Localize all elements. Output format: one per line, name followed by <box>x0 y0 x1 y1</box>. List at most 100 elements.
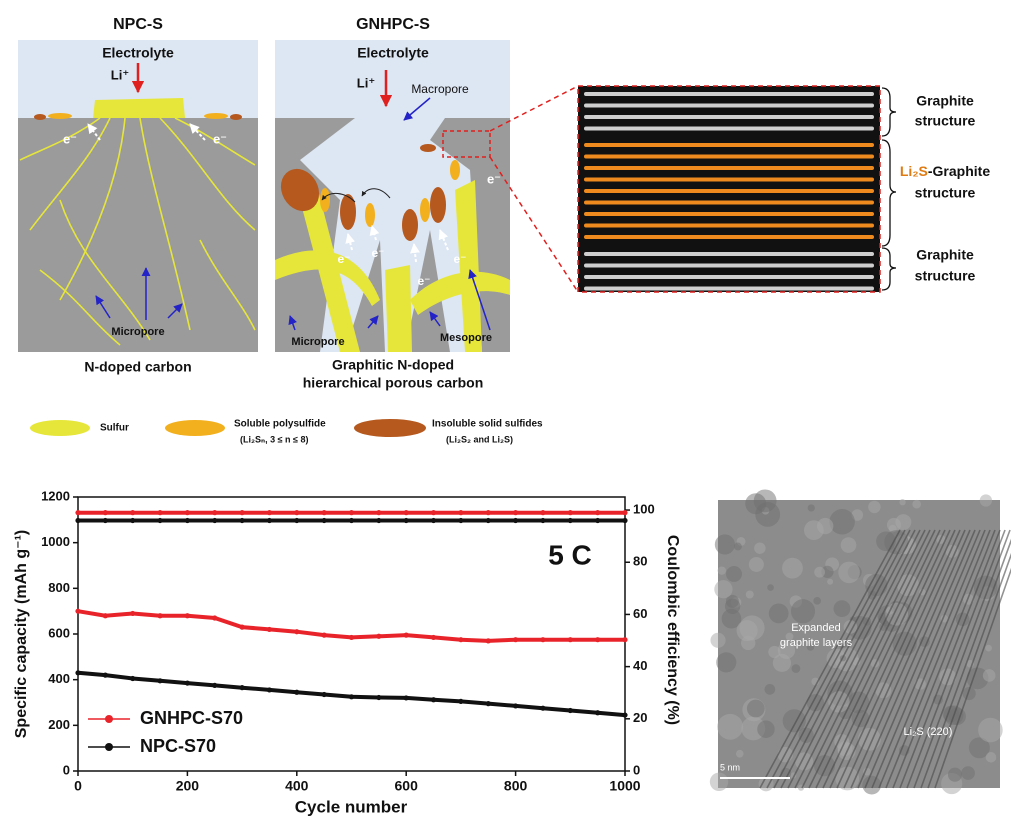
grain <box>754 542 766 554</box>
data-point <box>185 518 190 523</box>
grain <box>746 590 754 598</box>
data-point <box>322 518 327 523</box>
tem-annotation: Expanded <box>791 622 841 634</box>
grain <box>983 669 996 682</box>
y-tick-label: 1000 <box>41 534 70 549</box>
x-tick-label: 800 <box>504 778 528 794</box>
grain <box>747 700 765 718</box>
zoom-label-rest: -Graphite <box>928 163 990 179</box>
solid-sulfide <box>34 114 46 120</box>
grain <box>765 684 776 695</box>
data-point <box>486 510 491 515</box>
zoom-label: structure <box>915 185 976 201</box>
pore-label: Micropore <box>111 326 164 338</box>
zoom-label: Li₂S-Graphite <box>900 163 990 179</box>
layer <box>584 178 874 182</box>
grain <box>745 493 766 514</box>
data-point <box>540 706 545 711</box>
layer <box>584 104 874 108</box>
panel-caption: hierarchical porous carbon <box>303 375 484 391</box>
swatch <box>165 420 225 436</box>
data-point <box>458 637 463 642</box>
data-point <box>75 518 80 523</box>
data-point <box>404 633 409 638</box>
grain <box>912 500 921 509</box>
plot-frame <box>78 497 625 771</box>
data-point <box>75 510 80 515</box>
data-point <box>130 510 135 515</box>
data-point <box>513 510 518 515</box>
ion-label: Li⁺ <box>357 75 375 90</box>
legend-note: (Li₂S₂ and Li₂S) <box>446 434 513 444</box>
grain <box>978 718 1003 743</box>
data-point <box>130 611 135 616</box>
annotation: 5 C <box>548 539 592 570</box>
data-point <box>185 680 190 685</box>
grain <box>986 752 997 763</box>
grain <box>791 599 815 623</box>
data-point <box>622 637 627 642</box>
polysulfide <box>48 113 72 119</box>
grain <box>838 562 860 584</box>
data-point <box>75 670 80 675</box>
data-point <box>240 685 245 690</box>
grain <box>757 721 774 738</box>
data-point <box>294 510 299 515</box>
data-point <box>513 703 518 708</box>
layer <box>584 155 874 159</box>
data-point <box>294 629 299 634</box>
layer <box>584 143 874 147</box>
grain <box>827 579 833 585</box>
grain <box>829 509 854 534</box>
tem-annotation: Li₂S (220) <box>904 726 953 738</box>
zoom-panel: Graphite structure Li₂S-Graphite structu… <box>490 86 990 292</box>
npc-panel: NPC-S Electrolyte Li⁺ e⁻ e⁻ Micropore N-… <box>18 16 258 374</box>
data-point <box>130 676 135 681</box>
sulfur <box>93 98 185 118</box>
layer <box>584 212 874 216</box>
grain <box>710 773 728 791</box>
data-point <box>376 634 381 639</box>
y-axis-label: Specific capacity (mAh g⁻¹) <box>13 530 30 739</box>
data-point <box>431 697 436 702</box>
legend-label: Soluble polysulfide <box>234 419 326 430</box>
data-point <box>349 510 354 515</box>
x-axis-label: Cycle number <box>295 797 408 816</box>
grain <box>769 603 789 623</box>
data-point <box>540 518 545 523</box>
data-point <box>322 633 327 638</box>
tem-image: Expanded graphite layers Li₂S (220) 5 nm <box>710 489 1011 794</box>
ion-label: Li⁺ <box>111 67 129 82</box>
layer <box>584 201 874 205</box>
x-tick-label: 200 <box>176 778 200 794</box>
grain <box>737 620 758 641</box>
grain <box>782 558 803 579</box>
electron-label: e⁻ <box>371 246 384 260</box>
layer <box>584 252 874 256</box>
swatch <box>354 419 426 437</box>
x-tick-label: 400 <box>285 778 309 794</box>
data-point <box>240 510 245 515</box>
layer <box>584 115 874 119</box>
data-point <box>103 518 108 523</box>
grain <box>813 597 821 605</box>
panel-caption: Graphitic N-doped <box>332 357 454 373</box>
data-point <box>540 637 545 642</box>
data-point <box>349 635 354 640</box>
legend-marker <box>105 715 113 723</box>
grain <box>899 499 905 505</box>
data-point <box>212 615 217 620</box>
layer <box>584 275 874 279</box>
data-point <box>595 710 600 715</box>
data-point <box>568 708 573 713</box>
data-point <box>103 613 108 618</box>
grain <box>961 766 975 780</box>
data-point <box>212 518 217 523</box>
page: { "diagram": { "npc": {"title": "NPC-S",… <box>0 0 1011 818</box>
layer <box>584 264 874 268</box>
y-tick-label: 200 <box>48 717 70 732</box>
electrolyte-label: Electrolyte <box>357 45 429 61</box>
layer <box>584 189 874 193</box>
grain <box>734 543 742 551</box>
data-point <box>294 690 299 695</box>
